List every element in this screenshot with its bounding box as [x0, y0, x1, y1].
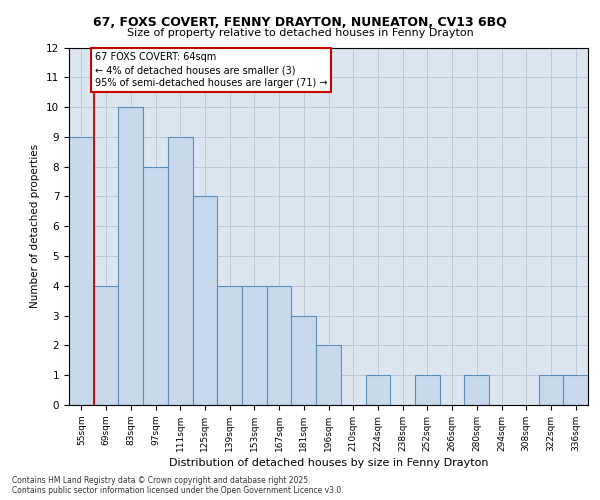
Bar [267, 286, 292, 405]
Bar [415, 375, 440, 405]
Text: 67 FOXS COVERT: 64sqm
← 4% of detached houses are smaller (3)
95% of semi-detach: 67 FOXS COVERT: 64sqm ← 4% of detached h… [95, 52, 328, 88]
Text: Size of property relative to detached houses in Fenny Drayton: Size of property relative to detached ho… [127, 28, 473, 38]
Bar [365, 375, 390, 405]
Bar [316, 346, 341, 405]
Bar [464, 375, 489, 405]
Bar [193, 196, 217, 405]
Bar [539, 375, 563, 405]
Bar [118, 107, 143, 405]
Text: Contains HM Land Registry data © Crown copyright and database right 2025.
Contai: Contains HM Land Registry data © Crown c… [12, 476, 344, 495]
Bar [563, 375, 588, 405]
Bar [94, 286, 118, 405]
Y-axis label: Number of detached properties: Number of detached properties [31, 144, 40, 308]
Bar [69, 137, 94, 405]
Bar [217, 286, 242, 405]
Text: 67, FOXS COVERT, FENNY DRAYTON, NUNEATON, CV13 6BQ: 67, FOXS COVERT, FENNY DRAYTON, NUNEATON… [93, 16, 507, 29]
Bar [292, 316, 316, 405]
Bar [143, 166, 168, 405]
Bar [168, 137, 193, 405]
X-axis label: Distribution of detached houses by size in Fenny Drayton: Distribution of detached houses by size … [169, 458, 488, 468]
Bar [242, 286, 267, 405]
